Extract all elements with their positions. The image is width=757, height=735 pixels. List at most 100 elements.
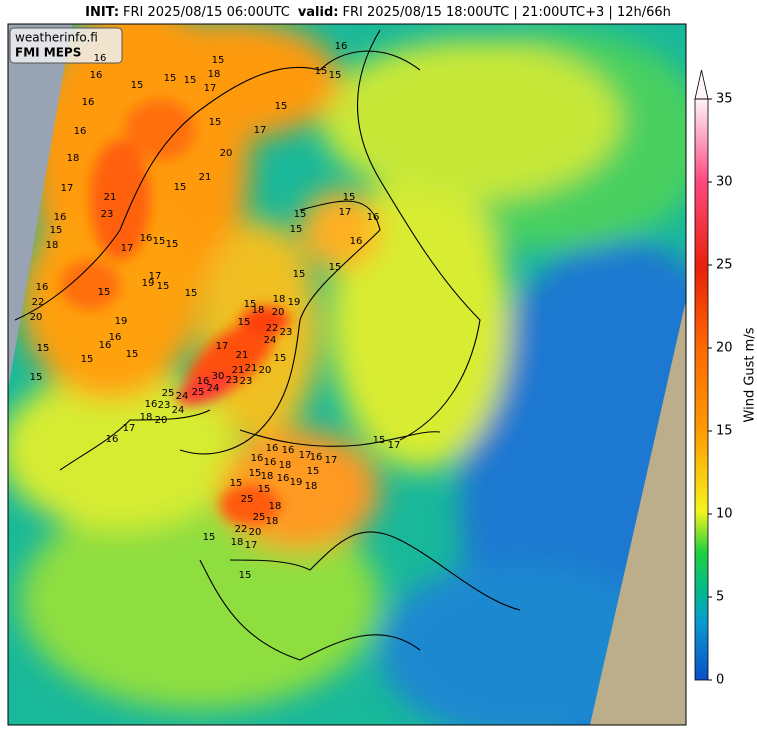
gust-label: 16 [266,443,279,454]
gust-label: 15 [212,55,225,66]
gust-label: 18 [261,471,274,482]
gust-label: 15 [329,70,342,81]
gust-label: 18 [305,481,318,492]
valid-label: valid: [298,5,339,20]
gust-label: 24 [207,383,220,394]
gust-label: 15 [166,239,179,250]
gust-label: 19 [290,477,303,488]
gust-label: 16 [145,399,158,410]
gust-label: 18 [140,412,153,423]
gust-label: 16 [82,97,95,108]
gust-label: 17 [339,207,352,218]
gust-label: 21 [104,192,117,203]
gust-label: 15 [209,117,222,128]
gust-label: 17 [61,183,74,194]
gust-label: 16 [367,212,380,223]
gust-label: 20 [249,527,262,538]
gust-label: 23 [280,327,293,338]
colorbar-tick-label: 5 [716,590,724,605]
gust-label: 15 [274,353,287,364]
gust-label: 15 [238,317,251,328]
gust-label: 23 [101,209,114,220]
gust-label: 18 [269,501,282,512]
gust-label: 17 [204,83,217,94]
colorbar-tick-label: 15 [716,424,733,439]
colorbar-tick-label: 35 [716,92,733,107]
gust-label: 15 [164,73,177,84]
gust-label: 22 [32,297,45,308]
gust-label: 15 [373,435,386,446]
gust-label: 16 [350,236,363,247]
gust-label: 21 [236,350,249,361]
gust-label: 18 [231,537,244,548]
gust-label: 18 [252,305,265,316]
gust-label: 16 [251,453,264,464]
gust-label: 17 [254,125,267,136]
gust-label: 18 [208,69,221,80]
gust-label: 17 [388,440,401,451]
gust-label: 15 [153,236,166,247]
gust-label: 16 [106,434,119,445]
gust-label: 18 [266,516,279,527]
gust-label: 17 [121,243,134,254]
gust-label: 24 [264,335,277,346]
gust-label: 15 [307,466,320,477]
colorbar-label: Wind Gust m/s [743,327,757,422]
gust-label: 16 [277,473,290,484]
gust-label: 15 [184,75,197,86]
gust-label: 16 [335,41,348,52]
gust-label: 18 [67,153,80,164]
gust-label: 17 [325,455,338,466]
gust-label: 15 [131,80,144,91]
gust-label: 15 [50,225,63,236]
gust-label: 15 [294,209,307,220]
gust-label: 22 [266,323,279,334]
gust-label: 20 [220,148,233,159]
colorbar-tick-label: 30 [716,175,733,190]
gust-label: 20 [30,312,43,323]
gust-label: 20 [259,365,272,376]
gust-label: 16 [74,126,87,137]
gust-label: 15 [81,354,94,365]
gust-label: 18 [279,460,292,471]
gust-label: 15 [37,343,50,354]
colorbar-tick-label: 25 [716,258,733,273]
gust-label: 15 [239,570,252,581]
gust-label: 15 [30,372,43,383]
gust-label: 17 [123,423,136,434]
gust-label: 16 [264,457,277,468]
colorbar-tick-label: 10 [716,507,733,522]
gust-label: 22 [235,524,248,535]
gust-label: 15 [343,192,356,203]
valid-time: FRI 2025/08/15 18:00UTC | 21:00UTC+3 | 1… [342,5,670,20]
colorbar-tick-label: 0 [716,673,724,688]
gust-label: 16 [282,445,295,456]
gust-label: 30 [212,371,225,382]
gust-label: 17 [245,540,258,551]
gust-label: 16 [36,282,49,293]
gust-label: 16 [99,340,112,351]
gust-label: 23 [158,400,171,411]
gust-label: 15 [98,287,111,298]
gust-label: 16 [140,233,153,244]
gust-label: 15 [126,349,139,360]
gust-label: 15 [249,468,262,479]
gust-label: 23 [240,376,253,387]
gust-label: 15 [258,484,271,495]
init-time: FRI 2025/08/15 06:00UTC [123,5,290,20]
colorbar-ramp [695,99,708,680]
gust-label: 15 [203,532,216,543]
gust-label: 24 [172,405,185,416]
colorbar-extend [695,70,708,99]
gust-label: 25 [192,387,205,398]
gust-label: 16 [90,70,103,81]
watermark-site: weatherinfo.fi [15,31,98,45]
gust-label: 16 [310,452,323,463]
gust-label: 21 [199,172,212,183]
colorbar-tick-label: 20 [716,341,733,356]
gust-label: 20 [272,307,285,318]
gust-label: 15 [174,182,187,193]
